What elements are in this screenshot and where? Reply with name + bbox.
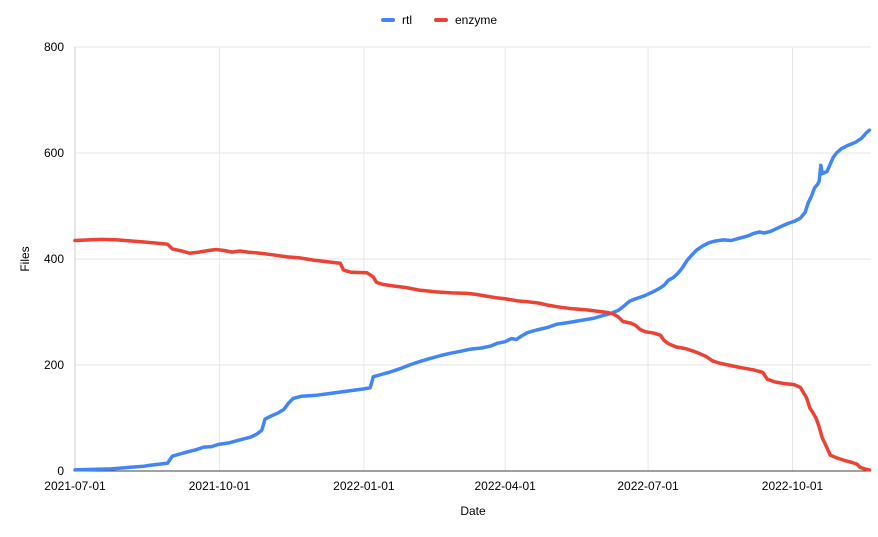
legend-item-enzyme[interactable]: enzyme [433, 13, 498, 27]
rtl-series-swatch-icon [380, 18, 395, 22]
legend-label-enzyme: enzyme [454, 13, 498, 27]
x-axis-title: Date [460, 504, 486, 518]
series-line-enzyme[interactable] [73, 237, 872, 472]
enzyme-series-swatch-icon [433, 18, 448, 22]
x-tick-label: 2022-07-01 [617, 479, 679, 493]
x-tick-label: 2022-10-01 [761, 479, 824, 493]
series-line-rtl[interactable] [73, 128, 872, 472]
legend-label-rtl: rtl [401, 13, 412, 27]
x-tick-label: 2021-10-01 [188, 479, 251, 493]
x-tick-label: 2021-07-01 [44, 479, 106, 493]
legend-item-rtl[interactable]: rtl [380, 13, 412, 27]
y-tick-label: 200 [43, 358, 64, 372]
x-tick-label: 2022-01-01 [333, 479, 395, 493]
chart-legend: rtl enzyme [0, 12, 878, 28]
x-tick-label: 2022-04-01 [474, 479, 536, 493]
y-tick-label: 400 [43, 252, 64, 266]
y-tick-label: 800 [43, 40, 64, 54]
y-tick-label: 0 [57, 464, 64, 478]
y-tick-label: 600 [43, 146, 64, 160]
